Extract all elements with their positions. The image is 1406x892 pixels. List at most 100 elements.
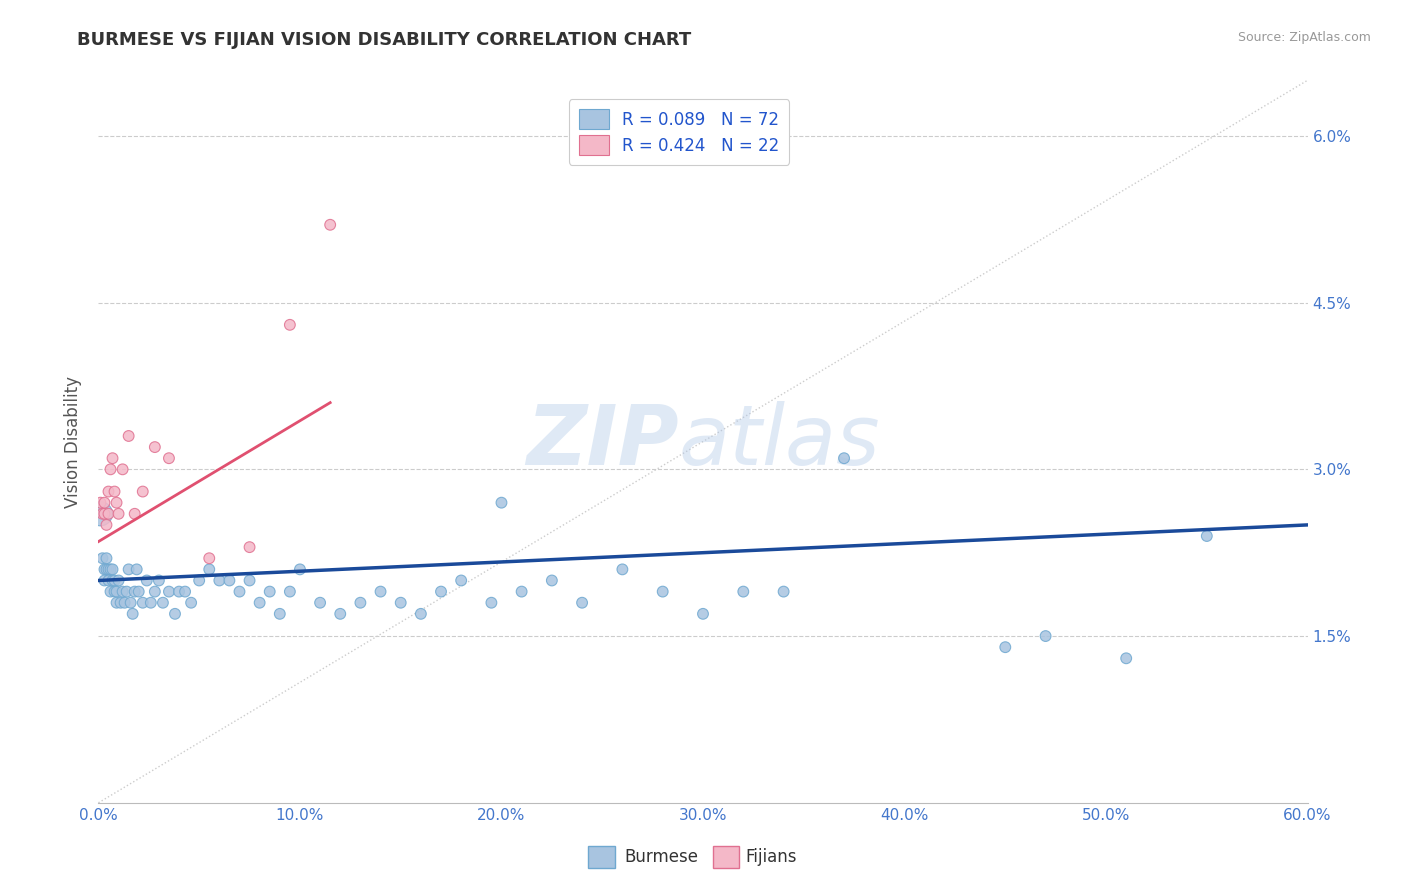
Point — [93, 574, 115, 588]
Point — [329, 607, 352, 621]
Point — [157, 584, 180, 599]
Point — [115, 584, 138, 599]
Point — [121, 607, 143, 621]
Point — [1115, 651, 1137, 665]
Text: Fijians: Fijians — [745, 848, 797, 866]
Point — [124, 584, 146, 599]
Point — [198, 551, 221, 566]
Point — [188, 574, 211, 588]
Point — [157, 451, 180, 466]
Point — [100, 462, 122, 476]
Point — [105, 596, 128, 610]
Text: Burmese: Burmese — [624, 848, 699, 866]
Point — [120, 596, 142, 610]
Point — [125, 562, 148, 576]
Point — [249, 596, 271, 610]
Point — [93, 507, 115, 521]
Point — [370, 584, 392, 599]
Point — [259, 584, 281, 599]
Point — [105, 496, 128, 510]
Point — [101, 451, 124, 466]
Point — [103, 584, 125, 599]
Point — [239, 540, 262, 554]
Point — [135, 574, 157, 588]
Point — [132, 596, 155, 610]
Point — [101, 562, 124, 576]
Point — [278, 318, 301, 332]
Point — [96, 562, 118, 576]
Point — [139, 596, 162, 610]
Point — [571, 596, 593, 610]
Point — [100, 584, 122, 599]
Point — [143, 440, 166, 454]
Point — [89, 496, 111, 510]
Point — [91, 507, 114, 521]
Point — [167, 584, 190, 599]
Point — [110, 596, 132, 610]
Point — [132, 484, 155, 499]
Point — [208, 574, 231, 588]
Point — [114, 596, 136, 610]
Text: atlas: atlas — [679, 401, 880, 482]
Point — [491, 496, 513, 510]
Point — [93, 562, 115, 576]
Point — [239, 574, 262, 588]
Point — [651, 584, 673, 599]
Point — [128, 584, 150, 599]
Point — [89, 507, 111, 521]
Point — [198, 562, 221, 576]
Point — [772, 584, 794, 599]
Point — [97, 484, 120, 499]
Point — [103, 574, 125, 588]
FancyBboxPatch shape — [713, 847, 740, 868]
Point — [97, 507, 120, 521]
Point — [994, 640, 1017, 655]
Point — [278, 584, 301, 599]
Point — [1195, 529, 1218, 543]
Point — [111, 584, 134, 599]
Point — [107, 507, 129, 521]
Point — [612, 562, 634, 576]
Point — [100, 562, 122, 576]
Point — [93, 496, 115, 510]
Text: BURMESE VS FIJIAN VISION DISABILITY CORRELATION CHART: BURMESE VS FIJIAN VISION DISABILITY CORR… — [77, 31, 692, 49]
Text: Source: ZipAtlas.com: Source: ZipAtlas.com — [1237, 31, 1371, 45]
Point — [107, 574, 129, 588]
Point — [118, 562, 141, 576]
Point — [152, 596, 174, 610]
Point — [96, 517, 118, 532]
Point — [97, 574, 120, 588]
Legend: R = 0.089   N = 72, R = 0.424   N = 22: R = 0.089 N = 72, R = 0.424 N = 22 — [568, 99, 789, 165]
Point — [540, 574, 562, 588]
Point — [118, 429, 141, 443]
Point — [180, 596, 202, 610]
Point — [228, 584, 250, 599]
Point — [481, 596, 503, 610]
Y-axis label: Vision Disability: Vision Disability — [65, 376, 83, 508]
Point — [733, 584, 755, 599]
Point — [450, 574, 472, 588]
Point — [1035, 629, 1057, 643]
Point — [218, 574, 240, 588]
Point — [692, 607, 714, 621]
Point — [288, 562, 311, 576]
Point — [349, 596, 371, 610]
Point — [105, 584, 128, 599]
Point — [97, 562, 120, 576]
Point — [319, 218, 342, 232]
Point — [389, 596, 412, 610]
Text: ZIP: ZIP — [526, 401, 679, 482]
Point — [163, 607, 186, 621]
Point — [430, 584, 453, 599]
Point — [269, 607, 291, 621]
Point — [409, 607, 432, 621]
Point — [143, 584, 166, 599]
Point — [111, 462, 134, 476]
Point — [174, 584, 197, 599]
Point — [96, 551, 118, 566]
FancyBboxPatch shape — [588, 847, 614, 868]
Point — [309, 596, 332, 610]
Point — [148, 574, 170, 588]
Point — [103, 484, 125, 499]
Point — [832, 451, 855, 466]
